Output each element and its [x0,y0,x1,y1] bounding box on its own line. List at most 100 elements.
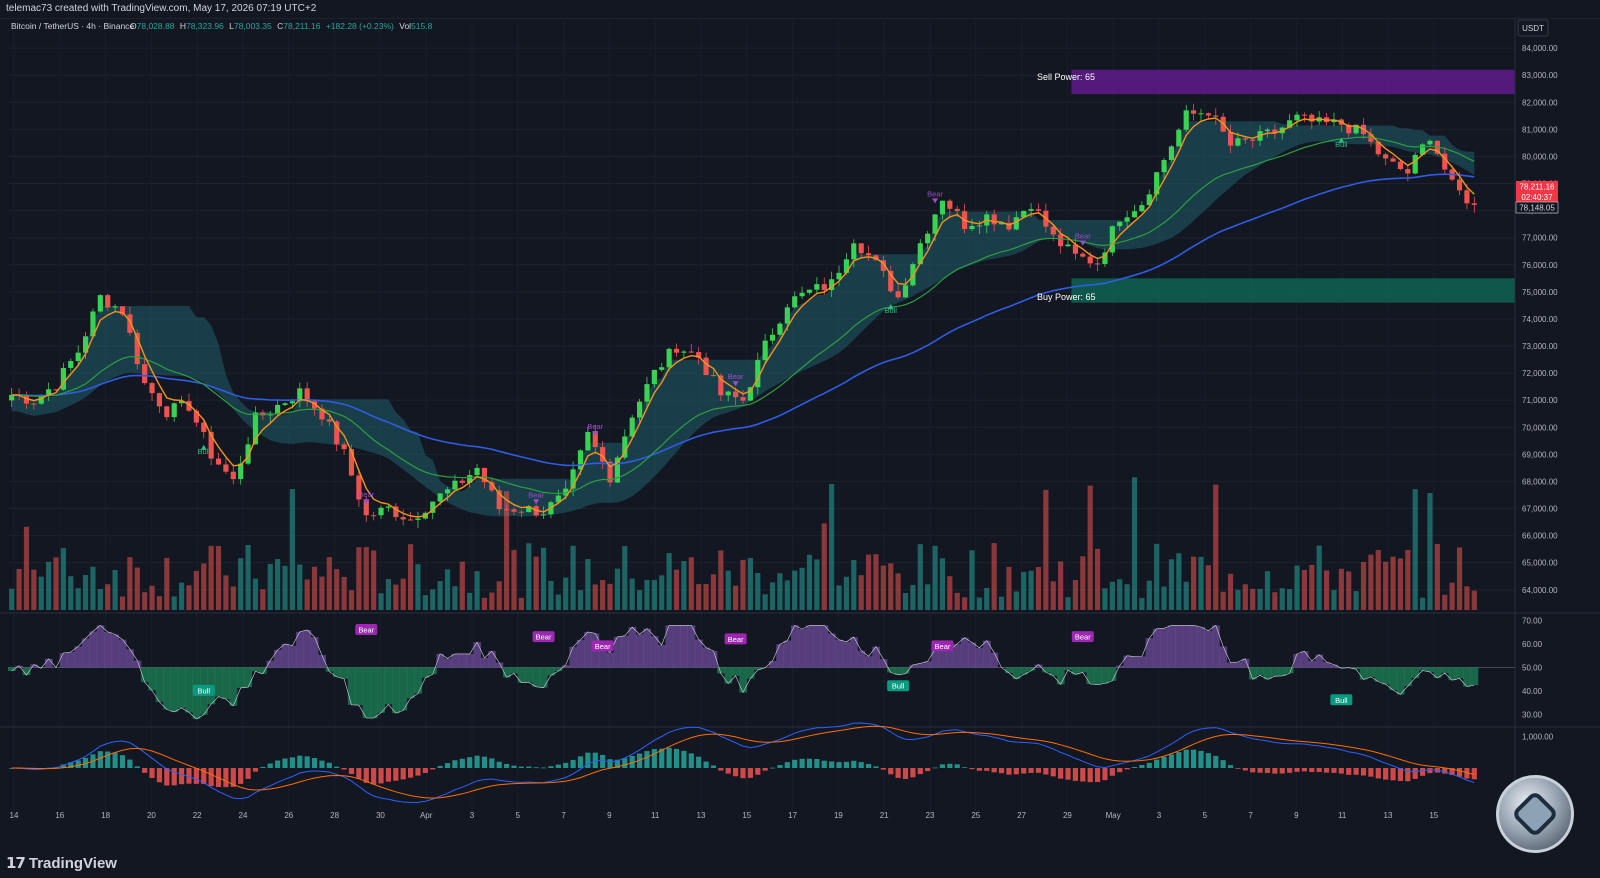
volume-bar [201,563,207,610]
macd-histogram-bar [1257,768,1263,773]
oscillator-bar [443,658,452,668]
oscillator-bar [872,646,880,668]
oscillator-pane[interactable]: 70.00 60.00 50.00 40.00 30.00 Bear Bear Bear Bea… [0,612,1600,720]
macd-histogram-bar [1102,768,1108,781]
oscillator-bar [746,667,755,679]
volume-bar [437,581,443,610]
volume-bar [164,557,170,610]
oscillator-bar [576,639,585,668]
oscillator-bar [658,644,666,668]
candle-body [1301,114,1307,116]
candle-body [9,394,15,401]
bear-marker-icon [1079,240,1086,246]
candle-body [348,449,355,476]
oscillator-bar [687,625,696,668]
oscillator-bar [1256,667,1265,676]
volume-bar [1420,597,1426,610]
macd-histogram-bar [858,762,864,768]
oscillator-bar [384,667,393,705]
macd-histogram-bar [666,747,672,768]
macd-histogram-bar [769,767,776,769]
macd-histogram-bar [747,768,753,778]
macd-histogram-bar [962,767,968,769]
macd-histogram-bar [1390,768,1396,781]
macd-histogram-bar [1464,768,1470,779]
volume-bar [681,561,687,610]
candle-body [880,260,886,271]
footer: 𝟭𝟳 TradingView [0,848,1600,878]
macd-histogram-bar [142,768,148,773]
macd-histogram-bar [82,757,89,768]
oscillator-bar [1396,667,1405,695]
trading-chart[interactable]: Bull Bear Bear Bear Bear Bull Bear Bear Bull 70.… [0,18,1600,848]
tradingview-logo[interactable]: 𝟭𝟳 TradingView [6,854,117,873]
macd-histogram-bar [725,768,731,774]
candle-body [710,375,717,377]
volume-bar [585,559,591,610]
oscillator-bar [887,667,895,673]
oscillator-bar [163,667,171,710]
candle-body [201,422,207,432]
candle-body [910,264,916,286]
macd-histogram-bar [1294,768,1300,772]
candle-body [142,364,148,384]
oscillator-bar [104,631,112,668]
macd-histogram-bar [873,766,879,768]
volume-bar [865,554,872,610]
macd-histogram-bar [1316,768,1322,773]
volume-bar [829,484,835,610]
time-axis[interactable]: 14 16 18 20 22 24 26 28 30 Apr 3 5 7 9 11 13 15 17 19 21 23 2… [10,811,1439,820]
oscillator-tick-label: 50.00 [1522,663,1543,672]
oscillator-bar [8,667,16,672]
volume-bar [363,547,369,610]
bull-badge-text: Bull [197,686,210,695]
change-value: +182.28 (+0.23%) [326,21,394,31]
volume-bar [518,597,524,610]
macd-histogram-bar [1405,768,1411,782]
symbol-name: Bitcoin / TetherUS · 4h · Binance [11,21,134,31]
volume-bar [1353,591,1359,610]
volume-bar [666,553,672,610]
oscillator-bar [628,627,637,668]
candle-body [1191,110,1197,114]
macd-histogram-bar [437,765,443,768]
macd-histogram-bar [444,763,451,768]
volume-bar [97,589,103,610]
ohlc-legend: Bitcoin / TetherUS · 4h · Binance O78,02… [11,21,433,31]
volume-bar [208,545,214,610]
volume-bar [600,580,606,610]
macd-histogram-bar [673,748,680,768]
price-axis[interactable]: 84,000.00 83,000.00 82,000.00 81,000.00 80,0… [1514,18,1558,826]
candle-body [1168,146,1175,160]
candle-body [1397,161,1404,170]
oscillator-bar [1123,655,1132,668]
open-value: 78,028.88 [137,21,175,31]
volume-bar [1405,549,1411,610]
volume-bar [1220,591,1226,610]
candle-body [341,444,347,450]
candle-body [607,461,613,483]
macd-pane[interactable]: 1,000.00 [0,722,1600,804]
currency-badge[interactable]: USDT [1517,19,1549,37]
macd-histogram-bar [385,768,392,782]
candle-body [540,514,547,516]
candle-body [784,307,790,324]
volume-bar [1368,554,1374,610]
time-tick-label: 18 [101,811,110,820]
candle-body [718,375,724,396]
volume-bar [991,543,997,610]
oscillator-bar [74,646,83,668]
candle-body [38,395,44,404]
bear-badge [591,640,614,652]
macd-histogram-bar [1183,749,1189,768]
macd-histogram-bar [851,760,857,768]
oscillator-bar [1234,662,1242,668]
volume-bar [1080,556,1086,610]
candle-body [363,499,369,516]
macd-histogram-bar [947,763,953,768]
volume-bar [82,575,89,610]
candle-body [474,467,480,476]
time-tick-label: 5 [516,811,521,820]
oscillator-bar [1056,667,1065,685]
macd-histogram-bar [1397,768,1404,781]
